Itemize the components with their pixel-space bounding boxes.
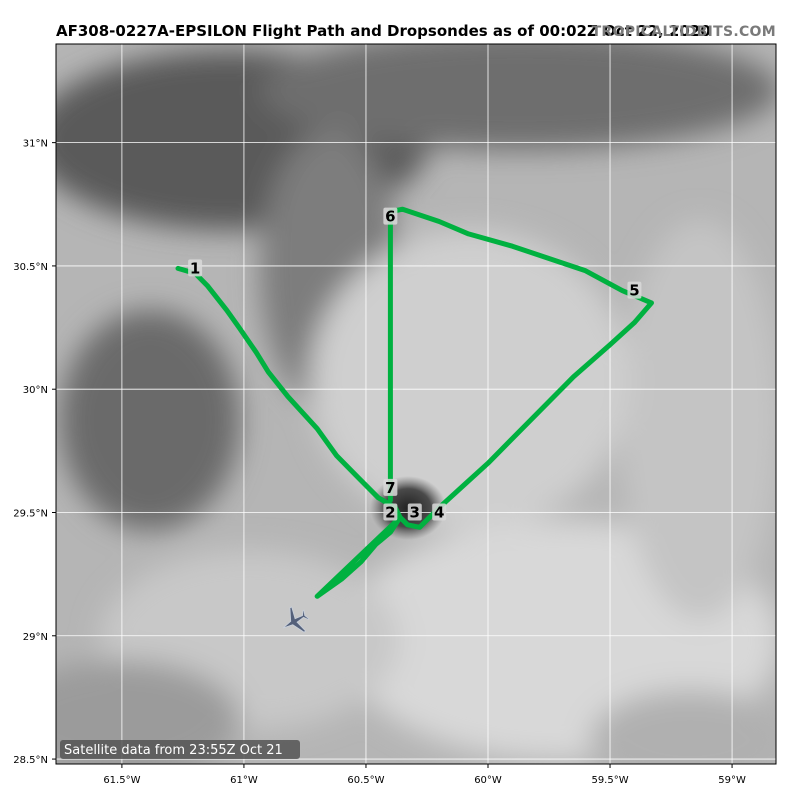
brand-watermark: TROPICALTIDBITS.COM	[591, 24, 776, 40]
dropsonde-1: 1	[188, 259, 203, 277]
dropsonde-5: 5	[627, 281, 642, 300]
y-tick-label: 28.5°N	[13, 755, 48, 766]
axis-ticks: 61.5°W 61°W 60.5°W 60°W 59.5°W 59°W 31°N 30.5°N…	[13, 139, 746, 786]
dropsonde-4: 4	[432, 503, 447, 521]
map-frame	[55, 43, 777, 765]
y-tick-label: 30.5°N	[13, 262, 48, 273]
dropsonde-6: 6	[383, 207, 398, 226]
dropsonde-label: 4	[434, 503, 444, 521]
aircraft-icon	[282, 606, 310, 633]
x-tick-label: 60.5°W	[347, 775, 384, 786]
flight-path-line	[175, 206, 654, 599]
dropsonde-markers: 1 2 3 4 5 6 7	[188, 207, 642, 521]
x-tick-label: 59°W	[718, 775, 746, 786]
dropsonde-7: 7	[383, 478, 398, 497]
x-tick-label: 61°W	[230, 775, 258, 786]
chart-title: AF308-0227A-EPSILON Flight Path and Drop…	[56, 22, 711, 40]
satellite-note: Satellite data from 23:55Z Oct 21	[64, 743, 283, 758]
dropsonde-label: 7	[385, 479, 395, 497]
y-tick-label: 31°N	[23, 139, 48, 150]
y-tick-label: 29.5°N	[13, 508, 48, 519]
x-tick-label: 61.5°W	[103, 775, 140, 786]
x-tick-label: 59.5°W	[591, 775, 628, 786]
dropsonde-label: 6	[385, 208, 395, 226]
dropsonde-label: 5	[629, 282, 639, 300]
dropsonde-label: 2	[385, 503, 395, 521]
y-tick-label: 30°N	[23, 385, 48, 396]
dropsonde-label: 3	[410, 503, 420, 521]
dropsonde-3: 3	[407, 503, 422, 521]
x-tick-label: 60°W	[474, 775, 502, 786]
dropsonde-label: 1	[190, 259, 200, 277]
lat-lon-grid	[56, 44, 776, 764]
satellite-note-box: Satellite data from 23:55Z Oct 21	[60, 740, 300, 759]
dropsonde-2: 2	[383, 503, 398, 521]
satellite-imagery	[56, 44, 776, 764]
y-tick-label: 29°N	[23, 632, 48, 643]
